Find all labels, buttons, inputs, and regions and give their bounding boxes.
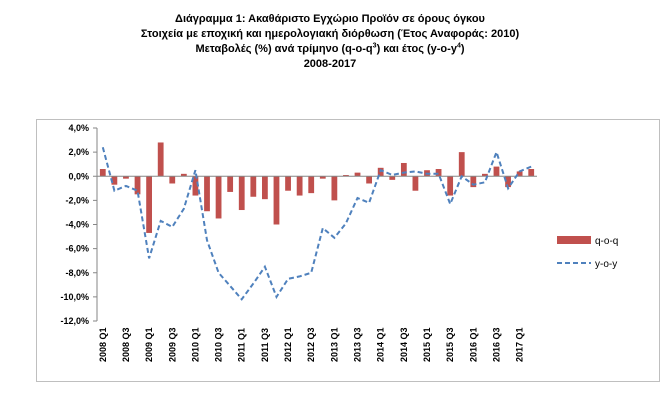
chart-title: Διάγραμμα 1: Ακαθάριστο Εγχώριο Προϊόν σ…: [175, 13, 485, 25]
bar-qoq: [505, 176, 511, 188]
bar-qoq: [470, 176, 477, 188]
x-tick-label: 2014 Q3: [399, 327, 409, 362]
x-tick-label: 2016 Q3: [491, 327, 501, 362]
y-tick-label: 2,0%: [68, 147, 89, 157]
bar-qoq: [204, 176, 210, 212]
bar-qoq: [343, 175, 349, 177]
chart-title-block: Διάγραμμα 1: Ακαθάριστο Εγχώριο Προϊόν σ…: [0, 12, 660, 72]
y-tick-label: 0,0%: [68, 171, 89, 181]
y-tick-label: -12,0%: [60, 316, 89, 326]
bar-qoq: [111, 176, 118, 185]
x-tick-label: 2008 Q1: [98, 327, 108, 362]
bar-qoq: [180, 173, 187, 177]
bar-qoq: [238, 176, 245, 211]
y-tick-label: -4,0%: [65, 220, 89, 230]
subtitle-2-mid: ) και έτος (y-o-y: [376, 43, 457, 55]
x-tick-label: 2008 Q3: [121, 327, 131, 362]
bar-qoq: [400, 162, 407, 177]
x-tick-label: 2013 Q1: [329, 327, 339, 362]
y-tick-label: -6,0%: [65, 244, 89, 254]
bar-qoq: [250, 176, 257, 197]
y-tick-label: -8,0%: [65, 268, 89, 278]
line-yoy: [101, 147, 532, 301]
subtitle-2-sup2: 4: [456, 42, 461, 50]
bar-qoq: [528, 169, 535, 177]
bar-qoq: [412, 176, 419, 191]
bar-qoq: [215, 176, 222, 219]
subtitle-2-sup1: 3: [372, 42, 377, 50]
bar-qoq: [285, 176, 291, 191]
bar-qoq: [366, 176, 372, 184]
chart-subtitle-1: Στοιχεία με εποχική και ημερολογιακή διό…: [140, 28, 520, 40]
x-tick-label: 2017 Q1: [515, 327, 525, 362]
y-tick-label: -2,0%: [65, 195, 89, 205]
subtitle-2-pre: Μεταβολές (%) ανά τρίμηνο (q-o-q: [195, 43, 373, 55]
bar-qoq: [308, 176, 315, 194]
subtitle-2-post: ): [460, 43, 465, 55]
bar-qoq: [296, 176, 303, 196]
x-tick-label: 2016 Q1: [468, 327, 478, 362]
bar-qoq: [169, 176, 176, 184]
x-tick-label: 2009 Q1: [144, 327, 154, 362]
x-tick-label: 2012 Q3: [306, 327, 316, 362]
x-tick-label: 2011 Q3: [260, 328, 270, 362]
x-tick-label: 2010 Q1: [190, 327, 200, 362]
bar-qoq: [319, 176, 326, 179]
x-tick-label: 2015 Q3: [445, 327, 455, 362]
chart-subtitle-3: 2008-2017: [303, 58, 357, 70]
bar-qoq: [273, 176, 280, 225]
bar-qoq: [146, 176, 152, 233]
x-tick-label: 2009 Q3: [167, 327, 177, 362]
legend-yoy-label: y-o-y: [595, 259, 617, 270]
x-tick-label: 2010 Q3: [214, 327, 224, 362]
y-tick-label: 4,0%: [68, 123, 89, 133]
bar-qoq: [354, 172, 361, 177]
chart-subtitle-2: Μεταβολές (%) ανά τρίμηνο (q-o-q3) και έ…: [0, 42, 660, 57]
bar-qoq: [134, 176, 141, 195]
bar-qoq: [435, 169, 442, 177]
bar-qoq: [331, 176, 338, 201]
bar-qoq: [516, 171, 523, 177]
x-tick-label: 2014 Q1: [376, 327, 386, 362]
bar-qoq: [482, 173, 488, 177]
bar-qoq: [227, 176, 234, 192]
bar-qoq: [262, 176, 268, 200]
legend-qoq-swatch: [557, 236, 591, 244]
bar-qoq: [458, 152, 465, 177]
bar-qoq: [192, 176, 199, 196]
bar-qoq: [123, 176, 129, 179]
x-tick-label: 2011 Q1: [237, 328, 247, 362]
bar-qoq: [157, 142, 164, 177]
x-tick-label: 2012 Q1: [283, 327, 293, 362]
bar-qoq: [447, 176, 454, 196]
bar-qoq: [99, 169, 106, 177]
bar-qoq: [389, 176, 396, 180]
bar-qoq: [493, 166, 500, 177]
x-tick-label: 2015 Q1: [422, 327, 432, 362]
x-tick-label: 2013 Q3: [353, 327, 363, 362]
y-tick-label: -10,0%: [60, 292, 89, 302]
legend-qoq-label: q-o-q: [595, 236, 618, 247]
